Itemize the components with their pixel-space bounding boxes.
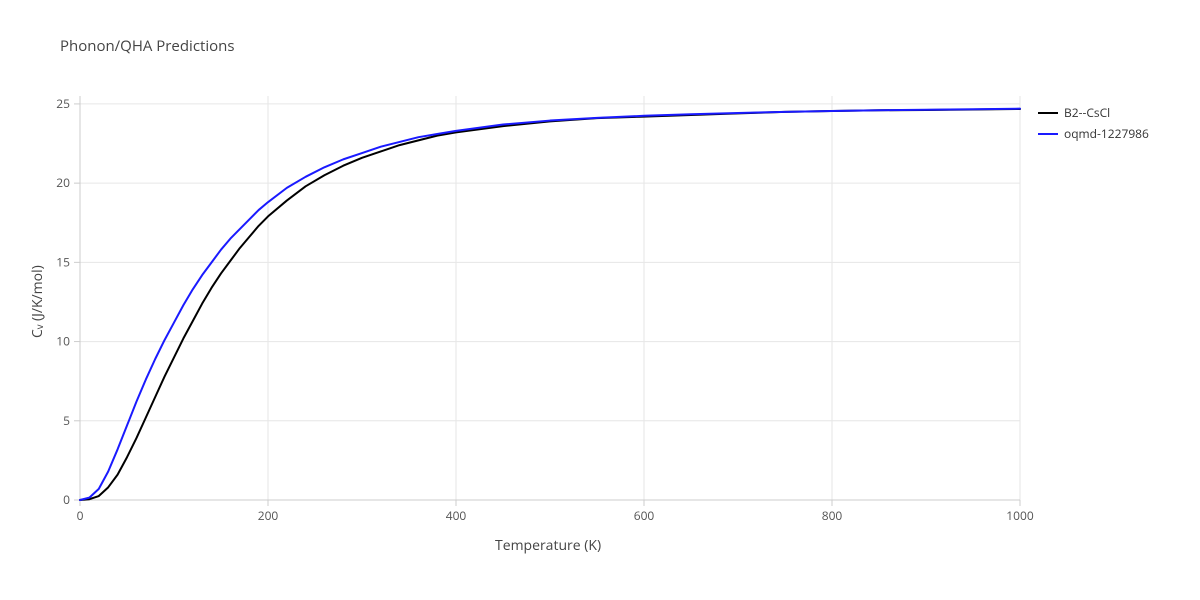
y-tick-label: 0	[63, 491, 70, 508]
plot-svg: 0 200 400 600 800 1000 0 5 10 15 20 25	[0, 0, 1200, 600]
legend: B2--CsCl oqmd-1227986	[1038, 104, 1149, 146]
series-line-0[interactable]	[80, 109, 1020, 500]
x-tick-label: 0	[77, 507, 84, 524]
y-tick-label: 20	[56, 174, 70, 191]
x-tick-label: 800	[822, 507, 843, 524]
y-tick-label: 10	[56, 333, 70, 350]
x-tick-label: 200	[258, 507, 279, 524]
legend-item-0[interactable]: B2--CsCl	[1038, 104, 1149, 121]
y-tick-label: 25	[56, 95, 70, 112]
phonon-qha-chart: Phonon/QHA Predictions Cᵥ (J/K/mol) Temp…	[0, 0, 1200, 600]
x-tick-label: 400	[446, 507, 467, 524]
series-line-1[interactable]	[80, 109, 1020, 500]
legend-item-1[interactable]: oqmd-1227986	[1038, 125, 1149, 142]
y-tick-label: 5	[63, 412, 70, 429]
x-tick-label: 600	[634, 507, 655, 524]
x-tick-label: 1000	[1006, 507, 1034, 524]
legend-swatch	[1038, 112, 1058, 114]
legend-swatch	[1038, 133, 1058, 135]
y-tick-label: 15	[56, 253, 70, 270]
legend-label: oqmd-1227986	[1064, 125, 1149, 142]
legend-label: B2--CsCl	[1064, 104, 1110, 121]
